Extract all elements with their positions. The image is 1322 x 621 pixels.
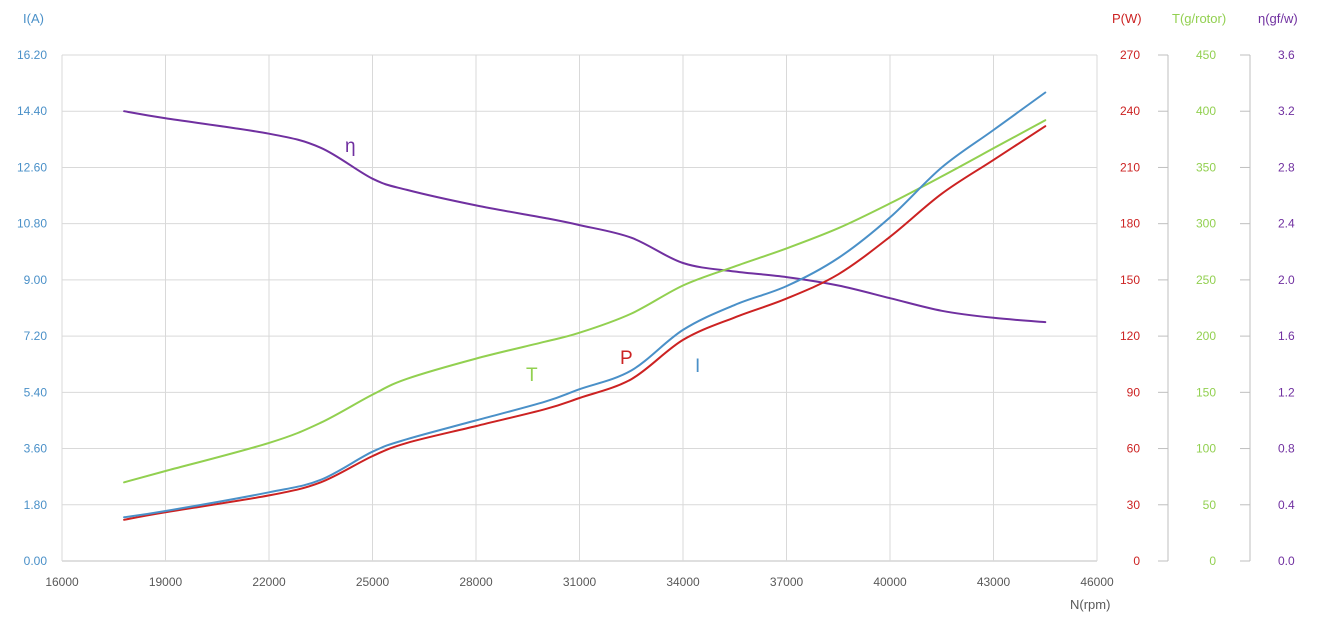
y-tick-label-current: 3.60: [24, 442, 48, 456]
left-axis: I(A): [23, 11, 44, 26]
y-tick-label-power: 0: [1133, 554, 1140, 568]
series-labels: η T P I: [345, 136, 700, 386]
axis-title-thrust: T(g/rotor): [1172, 11, 1226, 26]
y-tick-label-efficiency: 2.4: [1278, 217, 1295, 231]
y-tick-label-thrust: 200: [1196, 329, 1216, 343]
y-tick-label-current: 9.00: [24, 273, 48, 287]
y-tick-label-current: 12.60: [17, 160, 47, 174]
y-tick-label-thrust: 300: [1196, 217, 1216, 231]
y-tick-label-efficiency: 2.0: [1278, 273, 1295, 287]
series-line-current: [123, 91, 1047, 519]
y-tick-label-power: 210: [1120, 160, 1140, 174]
y-tick-label-power: 60: [1127, 442, 1141, 456]
x-tick-label: 34000: [666, 575, 700, 589]
y-tick-label-current: 16.20: [17, 48, 47, 62]
axis-title-power: P(W): [1112, 11, 1142, 26]
x-tick-label: 28000: [459, 575, 493, 589]
series-line-efficiency: [123, 110, 1047, 324]
y-tick-label-efficiency: 0.8: [1278, 442, 1295, 456]
y-tick-label-efficiency: 3.6: [1278, 48, 1295, 62]
series-lines: [123, 91, 1047, 521]
y-tick-label-thrust: 0: [1209, 554, 1216, 568]
y-tick-label-efficiency: 0.0: [1278, 554, 1295, 568]
y-tick-label-thrust: 150: [1196, 385, 1216, 399]
x-tick-label: 43000: [977, 575, 1011, 589]
grid-lines: [61, 54, 1098, 562]
x-tick-label: 31000: [563, 575, 597, 589]
y-tick-label-thrust: 400: [1196, 104, 1216, 118]
x-tick-label: 25000: [356, 575, 390, 589]
x-tick-label: 22000: [252, 575, 286, 589]
tick-labels: 16000 19000 22000 25000 28000 31000 34000 37000…: [17, 48, 1295, 589]
axis-title-current: I(A): [23, 11, 44, 26]
y-tick-label-efficiency: 1.2: [1278, 385, 1295, 399]
y-tick-label-efficiency: 3.2: [1278, 104, 1295, 118]
y-tick-label-power: 30: [1127, 498, 1141, 512]
right-axes: P(W) T(g/rotor) η(gf/w): [1112, 11, 1298, 26]
y-tick-label-thrust: 50: [1203, 498, 1217, 512]
y-tick-label-current: 7.20: [24, 329, 48, 343]
y-tick-label-power: 240: [1120, 104, 1140, 118]
y-tick-label-efficiency: 0.4: [1278, 498, 1295, 512]
y-tick-label-power: 180: [1120, 217, 1140, 231]
series-label-p: P: [620, 348, 633, 369]
series-line-thrust: [123, 119, 1047, 484]
x-tick-label: 16000: [45, 575, 79, 589]
y-tick-label-current: 5.40: [24, 385, 48, 399]
y-tick-label-thrust: 250: [1196, 273, 1216, 287]
y-tick-label-power: 90: [1127, 385, 1141, 399]
axis-title-efficiency: η(gf/w): [1258, 11, 1298, 26]
y-tick-label-current: 0.00: [24, 554, 48, 568]
x-tick-label: 40000: [873, 575, 907, 589]
y-tick-label-power: 150: [1120, 273, 1140, 287]
x-tick-label: 19000: [149, 575, 183, 589]
y-tick-label-power: 120: [1120, 329, 1140, 343]
y-tick-label-current: 10.80: [17, 217, 47, 231]
series-line-power: [123, 125, 1047, 521]
x-tick-label: 46000: [1080, 575, 1114, 589]
y-tick-label-current: 1.80: [24, 498, 48, 512]
series-label-eta: η: [345, 136, 356, 157]
series-label-t: T: [526, 365, 538, 386]
series-label-i: I: [695, 356, 700, 377]
x-axis: N(rpm): [1070, 597, 1110, 612]
y-tick-label-power: 270: [1120, 48, 1140, 62]
y-tick-label-efficiency: 1.6: [1278, 329, 1295, 343]
y-tick-label-efficiency: 2.8: [1278, 160, 1295, 174]
y-tick-label-thrust: 450: [1196, 48, 1216, 62]
y-tick-label-thrust: 100: [1196, 442, 1216, 456]
y-tick-label-current: 14.40: [17, 104, 47, 118]
x-tick-label: 37000: [770, 575, 804, 589]
y-tick-label-thrust: 350: [1196, 160, 1216, 174]
x-axis-title: N(rpm): [1070, 597, 1110, 612]
